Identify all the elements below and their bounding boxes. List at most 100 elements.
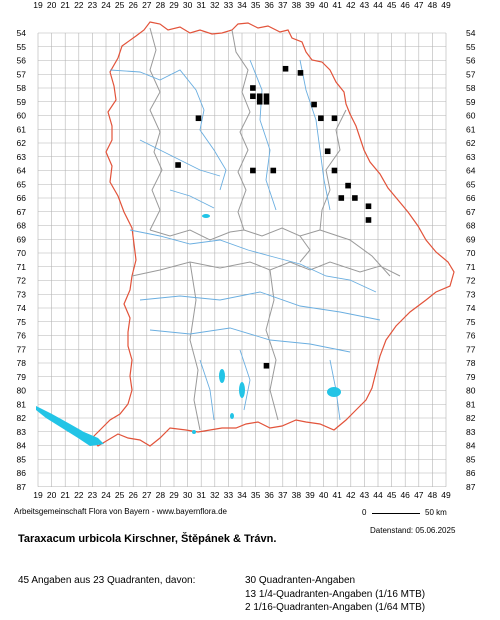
y-label-right: 74	[466, 303, 476, 313]
y-label-right: 67	[466, 207, 476, 217]
x-label-bottom: 39	[305, 490, 315, 500]
x-label-top: 22	[74, 0, 84, 10]
x-label-bottom: 20	[47, 490, 57, 500]
x-label-top: 36	[264, 0, 274, 10]
x-label-top: 39	[305, 0, 315, 10]
scale-start-label: 0	[362, 508, 367, 517]
detail-quadrant: 30 Quadranten-Angaben	[245, 575, 356, 586]
occurrence-marker	[263, 362, 270, 369]
x-label-bottom: 38	[292, 490, 302, 500]
occurrence-marker	[256, 93, 263, 100]
x-label-bottom: 23	[88, 490, 98, 500]
y-label-left: 80	[17, 386, 27, 396]
y-label-right: 68	[466, 221, 476, 231]
scale-bar	[372, 513, 420, 514]
y-label-left: 81	[17, 399, 27, 409]
y-label-right: 82	[466, 413, 476, 423]
x-label-bottom: 48	[428, 490, 438, 500]
x-label-top: 31	[196, 0, 206, 10]
species-title: Taraxacum urbicola Kirschner, Štěpánek &…	[18, 533, 277, 545]
y-label-right: 83	[466, 427, 476, 437]
x-label-bottom: 31	[196, 490, 206, 500]
x-label-top: 44	[373, 0, 383, 10]
occurrence-marker	[256, 98, 263, 105]
y-label-left: 87	[17, 482, 27, 492]
lake-small-3	[192, 430, 196, 434]
occurrence-marker	[345, 182, 351, 189]
x-label-top: 20	[47, 0, 57, 10]
occurrence-marker	[195, 115, 202, 122]
detail-quarter-quadrant: 13 1/4-Quadranten-Angaben (1/16 MTB)	[245, 589, 426, 600]
occurrence-marker	[250, 93, 256, 100]
credit-line: Arbeitsgemeinschaft Flora von Bayern - w…	[14, 507, 227, 516]
x-label-top: 28	[156, 0, 166, 10]
y-label-right: 72	[466, 276, 476, 286]
distribution-map: 1919202021212222232324242525262627272828…	[17, 0, 476, 500]
y-label-right: 77	[466, 344, 476, 354]
x-label-bottom: 35	[251, 490, 261, 500]
x-label-top: 47	[414, 0, 424, 10]
y-label-right: 71	[466, 262, 476, 272]
x-label-top: 40	[319, 0, 329, 10]
x-label-bottom: 42	[346, 490, 356, 500]
detail-sixteenth-quadrant: 2 1/16-Quadranten-Angaben (1/64 MTB)	[245, 602, 426, 613]
y-label-left: 82	[17, 413, 27, 423]
y-label-left: 67	[17, 207, 27, 217]
x-label-top: 24	[101, 0, 111, 10]
x-label-bottom: 25	[115, 490, 125, 500]
lakes	[36, 214, 341, 446]
y-label-right: 73	[466, 289, 476, 299]
x-label-bottom: 36	[264, 490, 274, 500]
x-label-top: 43	[360, 0, 370, 10]
x-label-bottom: 45	[387, 490, 397, 500]
y-label-left: 64	[17, 166, 27, 176]
occurrence-marker	[311, 101, 317, 108]
y-label-right: 59	[466, 97, 476, 107]
y-label-right: 64	[466, 166, 476, 176]
x-label-top: 30	[183, 0, 193, 10]
occurrence-points	[175, 65, 372, 369]
y-label-right: 81	[466, 399, 476, 409]
x-label-bottom: 24	[101, 490, 111, 500]
y-label-left: 60	[17, 111, 27, 121]
grid-labels: 1919202021212222232324242525262627272828…	[17, 0, 476, 500]
y-label-left: 63	[17, 152, 27, 162]
x-label-bottom: 19	[33, 490, 43, 500]
x-label-bottom: 32	[210, 490, 220, 500]
x-label-top: 37	[278, 0, 288, 10]
occurrence-marker	[263, 98, 270, 105]
lake-ammersee	[219, 369, 225, 383]
occurrence-marker	[338, 195, 345, 201]
y-label-right: 62	[466, 138, 476, 148]
lake-small-2	[230, 413, 234, 419]
lake-small-1	[202, 214, 210, 218]
occurrence-marker	[318, 115, 324, 122]
y-label-right: 69	[466, 234, 476, 244]
x-label-top: 23	[88, 0, 98, 10]
x-label-bottom: 26	[128, 490, 138, 500]
x-label-top: 46	[400, 0, 410, 10]
y-label-right: 57	[466, 69, 476, 79]
y-label-right: 54	[466, 28, 476, 38]
occurrence-marker	[365, 217, 372, 223]
x-label-top: 25	[115, 0, 125, 10]
x-label-bottom: 28	[156, 490, 166, 500]
x-label-top: 33	[224, 0, 234, 10]
x-label-top: 27	[142, 0, 152, 10]
y-label-right: 70	[466, 248, 476, 258]
occurrence-marker	[297, 70, 304, 76]
x-label-bottom: 27	[142, 490, 152, 500]
x-label-bottom: 46	[400, 490, 410, 500]
occurrence-marker	[352, 195, 358, 201]
occurrence-marker	[270, 167, 277, 174]
y-label-left: 61	[17, 124, 27, 134]
x-label-top: 19	[33, 0, 43, 10]
y-label-left: 69	[17, 234, 27, 244]
x-label-bottom: 37	[278, 490, 288, 500]
y-label-left: 84	[17, 441, 27, 451]
x-label-top: 38	[292, 0, 302, 10]
y-label-left: 62	[17, 138, 27, 148]
y-label-left: 83	[17, 427, 27, 437]
y-label-left: 66	[17, 193, 27, 203]
y-label-right: 66	[466, 193, 476, 203]
